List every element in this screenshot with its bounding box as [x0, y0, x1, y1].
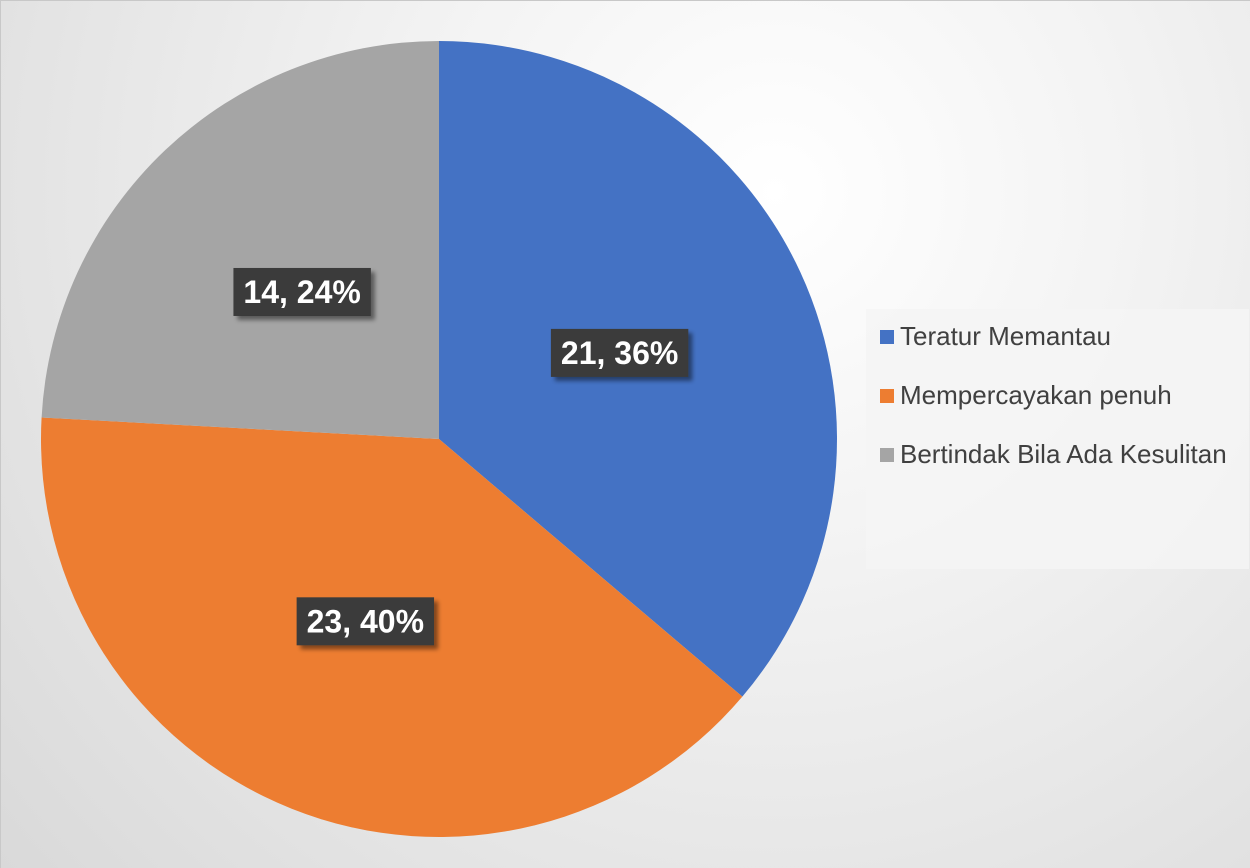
data-label: 21, 36%	[550, 328, 689, 377]
legend-item: Mempercayakan penuh	[880, 380, 1249, 411]
legend-swatch	[880, 330, 894, 344]
legend-label: Bertindak Bila Ada Kesulitan	[900, 439, 1227, 469]
legend-label: Mempercayakan penuh	[900, 380, 1172, 410]
legend-item: Teratur Memantau	[880, 321, 1249, 352]
data-label-box	[296, 597, 435, 646]
data-label: 23, 40%	[296, 597, 435, 646]
legend-swatch	[880, 389, 894, 403]
data-label-text: 21, 36%	[561, 335, 678, 371]
data-label: 14, 24%	[233, 267, 371, 316]
data-label-text: 23, 40%	[307, 603, 424, 639]
legend: Teratur Memantau Mempercayakan penuh Berti…	[866, 309, 1249, 569]
data-label-box	[550, 328, 689, 377]
data-label-box	[233, 267, 371, 316]
pie-slice	[41, 41, 439, 439]
legend-swatch	[880, 448, 894, 462]
data-label-text: 14, 24%	[243, 274, 360, 310]
legend-label: Teratur Memantau	[900, 321, 1111, 351]
legend-item: Bertindak Bila Ada Kesulitan	[880, 439, 1249, 470]
